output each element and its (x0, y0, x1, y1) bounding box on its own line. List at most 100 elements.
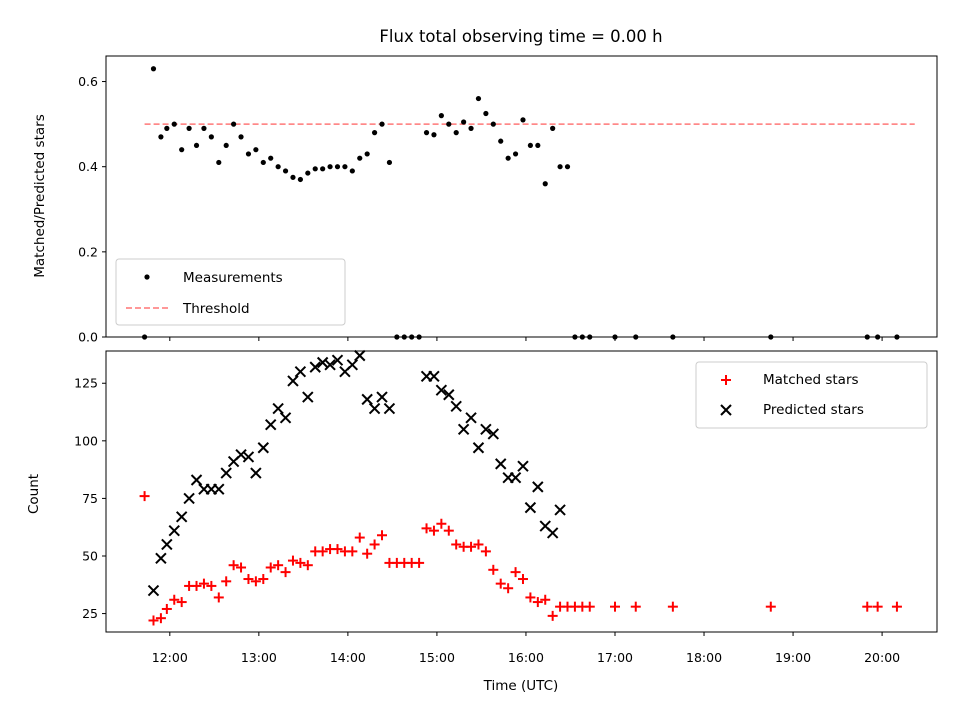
x-b (147, 584, 160, 597)
x-b (443, 389, 455, 401)
matched-star-point (295, 557, 306, 568)
matched-star-point (317, 546, 328, 557)
predicted-star-point (532, 481, 544, 493)
measurement-point (201, 125, 207, 131)
predicted-star-point (472, 442, 485, 454)
top-legend: Measurements Threshold (115, 258, 346, 326)
matched-star-point (480, 546, 491, 557)
measurement-point (253, 147, 259, 153)
measurement-point (150, 66, 157, 72)
measurement-point (409, 334, 415, 340)
measurement-point (245, 151, 252, 157)
bottom-x-tick-label: 19:00 (775, 650, 811, 665)
measurement-point (334, 164, 341, 170)
predicted-star-point (354, 349, 366, 362)
measurement-point (141, 334, 148, 340)
matched-star-point (436, 518, 447, 529)
top-y-tick-label: 0.6 (78, 74, 98, 89)
predicted-star-point (465, 412, 477, 424)
bottom-panel: Count Time (UTC) 25 50 75 100 125 12:00 13:00… (26, 349, 938, 694)
predicted-star-point (250, 467, 262, 479)
measurement-point (401, 334, 407, 340)
x-b (546, 527, 559, 539)
matched-star-point (302, 560, 313, 571)
matched-star-point (473, 539, 484, 550)
predicted-star-point (155, 552, 167, 565)
measurement-point (216, 159, 222, 166)
measurement-point (297, 176, 303, 183)
x-b (250, 467, 262, 479)
matched-star-point (451, 539, 462, 550)
measurement-point (490, 121, 496, 127)
matched-star-point (191, 580, 202, 591)
x-b (376, 391, 388, 403)
x-b (331, 354, 344, 366)
x-b (354, 349, 366, 362)
x-b (435, 384, 448, 396)
x-b (183, 492, 195, 505)
top-y-ticks: 0.0 0.2 0.4 0.6 (78, 74, 106, 345)
matched-stars-points (139, 491, 902, 626)
x-b (235, 448, 247, 461)
predicted-star-point (175, 511, 188, 523)
matched-star-point (228, 560, 239, 571)
matched-star-point (176, 597, 187, 608)
predicted-star-point (190, 474, 203, 486)
matched-star-point (765, 601, 776, 612)
predicted-star-point (546, 527, 559, 539)
predicted-star-point (487, 428, 500, 440)
x-b (309, 361, 321, 373)
matched-star-point (362, 548, 373, 559)
x-b (272, 402, 284, 415)
matched-star-point (517, 574, 528, 585)
predicted-star-point (443, 389, 455, 401)
matched-star-point (206, 580, 217, 591)
bottom-y-ticks: 25 50 75 100 125 (74, 376, 106, 621)
measurement-point (535, 142, 541, 149)
x-b (242, 451, 255, 463)
matched-star-point (414, 557, 425, 568)
matched-star-point (872, 601, 883, 612)
measurement-point (505, 155, 511, 161)
x-b (509, 471, 522, 484)
matched-star-point (236, 562, 247, 573)
measurement-point (371, 130, 378, 136)
matched-star-point (155, 613, 166, 624)
legend-measurements-label: Measurements (183, 270, 283, 286)
bottom-y-tick-label: 50 (82, 548, 98, 563)
x-b (257, 442, 270, 454)
bottom-x-tick-label: 12:00 (152, 650, 188, 665)
matched-star-point (428, 525, 439, 536)
x-b (302, 391, 314, 403)
predicted-star-point (235, 448, 247, 461)
measurement-point (282, 168, 289, 174)
matched-star-point (169, 594, 180, 605)
measurement-point (453, 130, 459, 136)
legend-predicted-label: Predicted stars (763, 402, 864, 418)
predicted-star-point (495, 458, 507, 470)
x-b (554, 504, 566, 516)
top-y-axis-label: Matched/Predicted stars (32, 114, 48, 277)
measurement-point (275, 164, 281, 170)
matched-star-point (525, 592, 536, 603)
top-panel: Matched/Predicted stars 0.0 0.2 0.4 0.6 Mea… (32, 55, 938, 345)
measurement-points (141, 66, 900, 340)
predicted-star-point (376, 391, 388, 403)
measurement-point (357, 155, 363, 161)
matched-star-point (273, 560, 284, 571)
bottom-legend-frame (695, 361, 928, 429)
bottom-x-ticks: 12:00 13:00 14:00 15:00 16:00 17:00 18:00 19:00… (152, 632, 900, 665)
x-b (161, 538, 173, 551)
measurement-point (305, 170, 311, 176)
measurement-point (498, 138, 504, 144)
matched-star-point (148, 615, 159, 626)
matched-star-point (547, 610, 558, 621)
matched-star-point (503, 583, 514, 594)
x-b (265, 418, 277, 431)
measurement-point (193, 142, 200, 149)
matched-star-point (243, 574, 254, 585)
x-b (361, 393, 373, 406)
x-b (368, 402, 381, 415)
matched-star-point (258, 574, 269, 585)
predicted-star-point (161, 538, 173, 551)
